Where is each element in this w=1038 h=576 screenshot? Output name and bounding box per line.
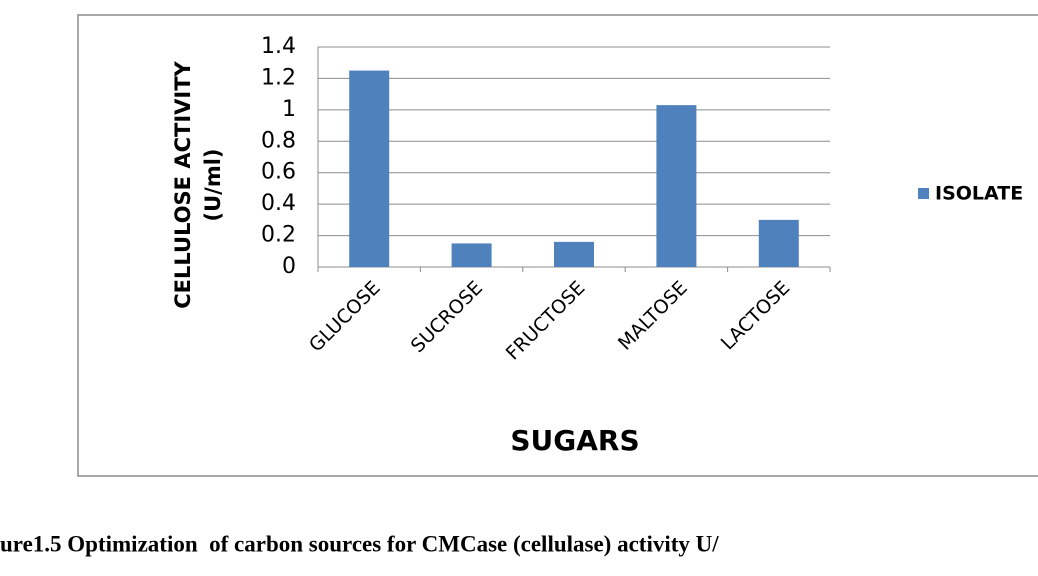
x-axis-label: SUGARS bbox=[510, 424, 639, 457]
y-tick-label: 1 bbox=[282, 97, 296, 122]
bar bbox=[656, 105, 697, 268]
legend-label: ISOLATE bbox=[935, 183, 1023, 205]
y-tick-label: 0.8 bbox=[261, 128, 296, 153]
y-axis-label: (U/ml) bbox=[201, 149, 225, 222]
bar bbox=[451, 243, 492, 267]
y-axis-label-group: CELLULOSE ACTIVITY (U/ml) bbox=[171, 60, 225, 308]
y-tick-label: 0.4 bbox=[261, 191, 296, 216]
caption: ure1.5 Optimization of carbon sources fo… bbox=[0, 531, 719, 556]
y-axis-label: CELLULOSE ACTIVITY bbox=[171, 60, 195, 308]
bar bbox=[349, 70, 390, 267]
y-tick-label: 0.6 bbox=[261, 160, 296, 185]
legend-swatch bbox=[918, 188, 929, 199]
bar bbox=[554, 241, 594, 267]
y-tick-label: 1.4 bbox=[261, 34, 296, 59]
y-tick-label: 0 bbox=[282, 254, 296, 279]
y-tick-label: 0.2 bbox=[261, 223, 296, 248]
y-tick-label: 1.2 bbox=[261, 65, 296, 90]
bar bbox=[758, 219, 799, 267]
